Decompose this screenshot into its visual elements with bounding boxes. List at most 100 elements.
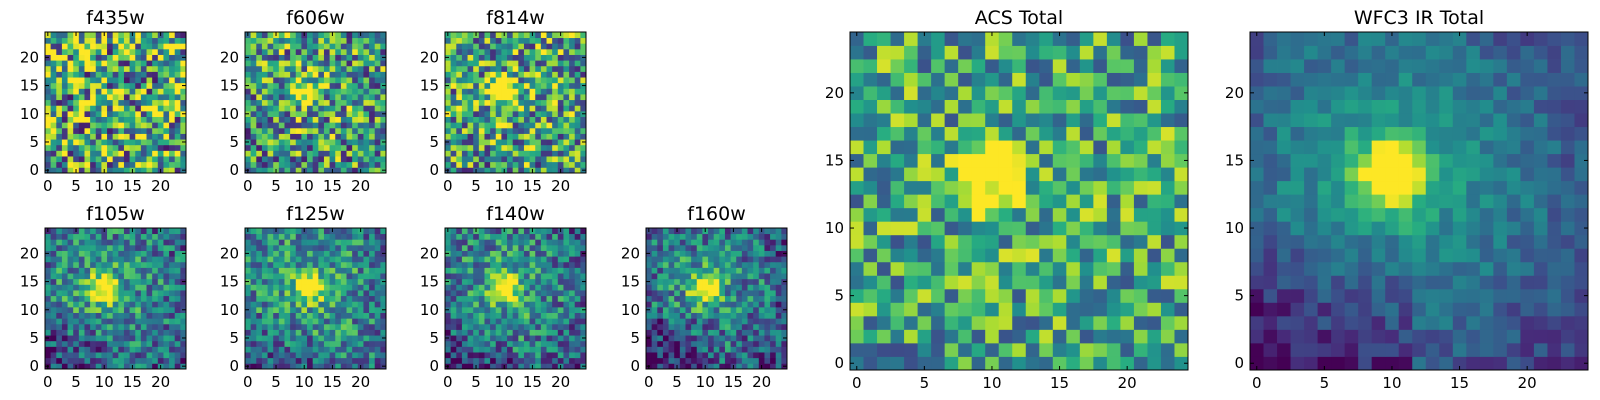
heatmap-cell xyxy=(50,228,57,235)
heatmap-cell xyxy=(329,99,336,106)
heatmap-cell xyxy=(478,301,485,308)
heatmap-cell xyxy=(557,54,564,61)
heatmap-cell xyxy=(157,295,164,302)
heatmap-cell xyxy=(540,82,547,89)
heatmap-cell xyxy=(557,116,564,123)
heatmap-cell xyxy=(135,150,142,157)
heatmap-cell xyxy=(557,267,564,274)
heatmap-cell xyxy=(456,139,463,146)
heatmap-cell xyxy=(668,290,675,297)
heatmap-cell xyxy=(944,261,959,276)
heatmap-cell xyxy=(290,329,297,336)
heatmap-cell xyxy=(557,71,564,78)
heatmap-cell xyxy=(535,295,542,302)
x-tick-label: 15 xyxy=(123,373,142,391)
heatmap-cell xyxy=(1174,275,1189,290)
heatmap-cell xyxy=(580,94,587,101)
heatmap-cell xyxy=(781,239,788,246)
heatmap-cell xyxy=(850,221,864,236)
axes-frame xyxy=(44,227,187,370)
heatmap-cell xyxy=(146,318,153,325)
heatmap-cell xyxy=(295,239,302,246)
heatmap-cell xyxy=(112,139,119,146)
heatmap-cell xyxy=(369,267,376,274)
heatmap-cell xyxy=(1133,302,1148,317)
heatmap-cell xyxy=(719,340,726,347)
heatmap-cell xyxy=(157,284,164,291)
heatmap-cell xyxy=(174,77,181,84)
heatmap-cell xyxy=(318,150,325,157)
heatmap-cell xyxy=(651,318,658,325)
heatmap-cell xyxy=(1106,261,1121,276)
heatmap-cell xyxy=(256,335,263,342)
heatmap-cell xyxy=(250,37,257,44)
heatmap-cell xyxy=(490,156,497,163)
heatmap-cell xyxy=(1052,302,1067,317)
heatmap-cell xyxy=(278,88,285,95)
heatmap-cell xyxy=(702,273,709,280)
heatmap-cell xyxy=(45,340,52,347)
heatmap-cell xyxy=(456,144,463,151)
heatmap-cell xyxy=(180,133,187,140)
heatmap-cell xyxy=(478,116,485,123)
heatmap-cell xyxy=(764,250,771,257)
heatmap-cell xyxy=(662,244,669,251)
heatmap-cell xyxy=(546,156,553,163)
heatmap-cell xyxy=(357,329,364,336)
heatmap-cell xyxy=(357,318,364,325)
heatmap-cell xyxy=(273,256,280,263)
heatmap-cell xyxy=(174,312,181,319)
heatmap-cell xyxy=(307,312,314,319)
heatmap-cell xyxy=(535,144,542,151)
heatmap-cell xyxy=(45,284,52,291)
heatmap-cell xyxy=(523,301,530,308)
heatmap-cell xyxy=(346,273,353,280)
heatmap-cell xyxy=(445,116,452,123)
heatmap-cell xyxy=(730,335,737,342)
heatmap-cell xyxy=(101,71,108,78)
heatmap-cell xyxy=(679,340,686,347)
heatmap-cell xyxy=(863,180,878,195)
heatmap-cell xyxy=(674,244,681,251)
heatmap-cell xyxy=(563,306,570,313)
heatmap-cell xyxy=(318,167,325,174)
heatmap-cell xyxy=(174,127,181,134)
heatmap-cell xyxy=(708,256,715,263)
heatmap-cell xyxy=(129,150,136,157)
heatmap-cell xyxy=(169,161,176,168)
heatmap-cell xyxy=(1039,342,1054,357)
heatmap-cell xyxy=(708,312,715,319)
heatmap-cell xyxy=(78,295,85,302)
y-tick-label: 5 xyxy=(229,133,239,151)
heatmap-cell xyxy=(307,65,314,72)
heatmap-cell xyxy=(369,82,376,89)
heatmap-cell xyxy=(674,267,681,274)
heatmap-cell xyxy=(691,239,698,246)
heatmap-cell xyxy=(318,318,325,325)
heatmap-cell xyxy=(329,105,336,112)
heatmap-cell xyxy=(50,278,57,285)
heatmap-cell xyxy=(523,250,530,257)
heatmap-cell xyxy=(535,88,542,95)
heatmap-cell xyxy=(118,244,125,251)
heatmap-cell xyxy=(552,65,559,72)
heatmap-cell xyxy=(95,352,102,359)
heatmap-cell xyxy=(123,284,130,291)
heatmap-cell xyxy=(747,250,754,257)
heatmap-cell xyxy=(507,77,514,84)
heatmap-cell xyxy=(467,127,474,134)
heatmap-cell xyxy=(323,335,330,342)
heatmap-cell xyxy=(323,105,330,112)
heatmap-cell xyxy=(140,60,147,67)
heatmap-cell xyxy=(764,323,771,330)
heatmap-cell xyxy=(363,71,370,78)
heatmap-cell xyxy=(363,43,370,50)
heatmap-cell xyxy=(461,340,468,347)
heatmap-cell xyxy=(163,228,170,235)
heatmap-cell xyxy=(450,54,457,61)
heatmap-cell xyxy=(1093,207,1108,222)
heatmap-cell xyxy=(95,82,102,89)
heatmap-cell xyxy=(775,346,782,353)
heatmap-cell xyxy=(764,228,771,235)
heatmap-cell xyxy=(540,273,547,280)
